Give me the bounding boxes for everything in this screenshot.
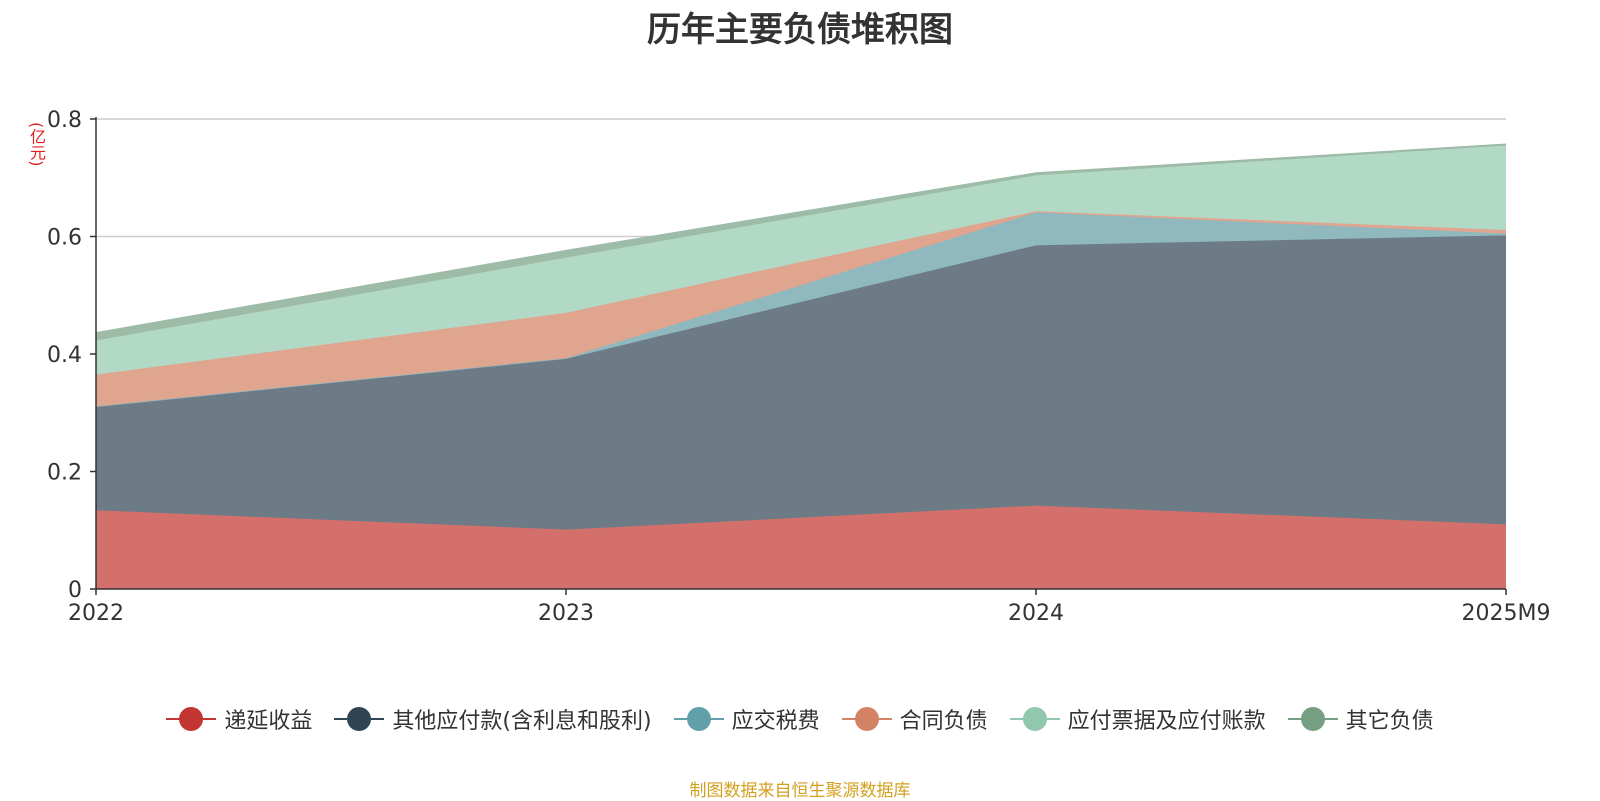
legend-marker-icon — [1009, 707, 1060, 731]
chart-title: 历年主要负债堆积图 — [647, 10, 953, 50]
legend-label: 其它负债 — [1345, 709, 1434, 734]
legend-item-0[interactable]: 递延收益 — [166, 703, 312, 735]
legend-label: 应交税费 — [731, 709, 820, 734]
tick-labels: 0 0.2 0.4 0.6 0.8 2022 2023 2024 2025M9 — [47, 108, 1550, 626]
legend: 递延收益 其他应付款(含利息和股利) 应交税费 合同负债 应付票据及应付账款 其它负债 — [0, 703, 1600, 735]
area-series-4 — [96, 145, 1506, 375]
x-tick-label: 2025M9 — [1462, 601, 1551, 626]
y-tick-label: 0.8 — [47, 108, 82, 133]
y-tick-label: 0.2 — [47, 461, 82, 486]
y-axis-unit-label: (亿元) — [27, 122, 46, 167]
source-note: 制图数据来自恒生聚源数据库 — [689, 781, 911, 801]
legend-item-1[interactable]: 其他应付款(含利息和股利) — [334, 703, 652, 735]
legend-marker-icon — [841, 707, 892, 731]
legend-marker-icon — [166, 707, 217, 731]
legend-marker-icon — [1287, 707, 1338, 731]
area-series-line-2 — [95, 211, 1507, 408]
x-tick-label: 2023 — [538, 601, 594, 626]
legend-item-4[interactable]: 应付票据及应付账款 — [1009, 703, 1266, 735]
legend-item-3[interactable]: 合同负债 — [841, 703, 988, 735]
legend-marker-icon — [334, 707, 385, 731]
legend-label: 合同负债 — [899, 709, 988, 734]
y-tick-label: 0 — [68, 578, 82, 603]
area-series-group — [95, 143, 1507, 589]
area-series-3 — [96, 211, 1506, 407]
axes — [90, 117, 1507, 595]
area-series-line-5 — [95, 143, 1507, 334]
area-series-2 — [96, 212, 1506, 407]
area-series-line-3 — [95, 210, 1507, 376]
y-tick-label: 0.4 — [47, 343, 82, 368]
legend-item-2[interactable]: 应交税费 — [673, 703, 820, 735]
legend-item-5[interactable]: 其它负债 — [1287, 703, 1434, 735]
legend-label: 其他应付款(含利息和股利) — [392, 709, 652, 734]
x-tick-label: 2024 — [1008, 601, 1064, 626]
legend-marker-icon — [673, 707, 724, 731]
area-series-0 — [96, 505, 1506, 589]
area-series-1 — [96, 235, 1506, 530]
y-tick-label: 0.6 — [47, 226, 82, 251]
legend-label: 递延收益 — [224, 709, 313, 734]
x-tick-label: 2022 — [68, 601, 124, 626]
legend-label: 应付票据及应付账款 — [1067, 709, 1266, 734]
